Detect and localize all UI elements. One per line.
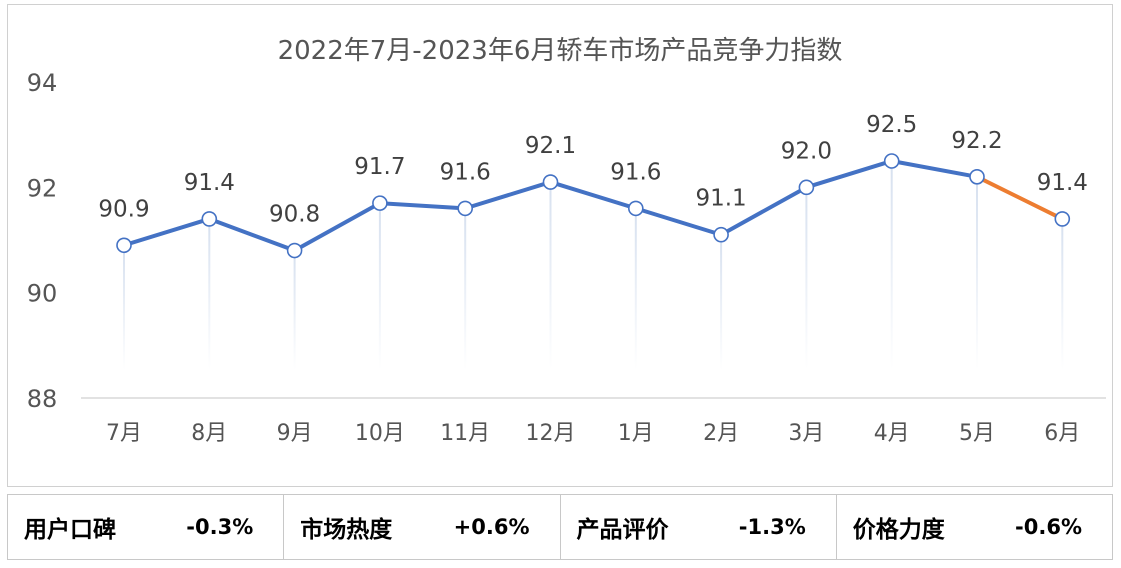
- metric-name: 产品评价: [576, 517, 669, 543]
- drop-line: [378, 203, 381, 370]
- drop-line: [123, 245, 125, 370]
- data-point: [627, 200, 644, 217]
- data-point: [116, 237, 132, 254]
- metric-name: 用户口碑: [24, 517, 116, 543]
- x-tick-label: 6月: [1044, 421, 1080, 446]
- data-label: 91.6: [610, 159, 661, 185]
- drop-line: [720, 234, 723, 370]
- chart-panel: 2022年7月-2023年6月轿车市场产品竞争力指数 88 90 92 94 90.9 91…: [7, 4, 1113, 487]
- x-tick-label: 4月: [874, 421, 910, 446]
- drop-line: [549, 182, 552, 370]
- data-label: 91.6: [440, 159, 491, 185]
- series-line-segment: [804, 159, 894, 190]
- data-point: [1054, 211, 1071, 227]
- data-point: [713, 226, 729, 243]
- drop-line: [976, 176, 978, 370]
- series-line-segment: [889, 159, 979, 179]
- data-label: 92.1: [525, 133, 576, 159]
- series-line-segment: [548, 180, 638, 211]
- data-point: [883, 153, 900, 169]
- metric-cell-product-rating: 产品评价 -1.3%: [561, 495, 837, 559]
- metric-cell-market-heat: 市场热度 +0.6%: [284, 495, 561, 559]
- series-line-segment: [633, 206, 724, 237]
- series-line-segment: [207, 216, 297, 253]
- drop-line: [1061, 218, 1064, 370]
- data-point: [798, 179, 815, 196]
- data-point: [969, 169, 985, 185]
- series-line-segment: [377, 201, 468, 211]
- data-point: [542, 174, 559, 190]
- x-tick-label: 8月: [191, 421, 227, 446]
- data-point: [201, 211, 218, 227]
- data-label: 91.7: [354, 154, 405, 180]
- x-tick-label: 5月: [959, 421, 995, 446]
- x-tick-label: 2月: [703, 421, 739, 446]
- y-tick-label: 88: [27, 385, 58, 413]
- data-label: 92.0: [781, 138, 832, 164]
- data-label: 91.4: [1037, 170, 1088, 196]
- data-point: [457, 200, 474, 217]
- series-line-segment: [719, 185, 809, 237]
- metric-name: 价格力度: [852, 517, 945, 543]
- metric-cell-user-reputation: 用户口碑 -0.3%: [8, 495, 285, 559]
- series-line-segment: [292, 201, 382, 253]
- x-tick-label: 7月: [106, 421, 142, 446]
- x-tick-label: 12月: [526, 421, 576, 446]
- series-line-segment: [122, 216, 212, 248]
- series-line-segment: [463, 180, 553, 211]
- data-label: 92.2: [951, 128, 1002, 154]
- y-tick-label: 94: [27, 69, 58, 97]
- x-tick-label: 11月: [440, 421, 490, 446]
- data-label: 90.9: [98, 196, 149, 222]
- x-tick-label: 10月: [355, 421, 405, 446]
- drop-line: [208, 218, 211, 370]
- x-tick-label: 3月: [788, 421, 824, 446]
- data-label: 92.5: [866, 112, 917, 138]
- metric-value: -1.3%: [738, 515, 806, 539]
- y-tick-label: 92: [27, 174, 58, 202]
- x-tick-label: 1月: [618, 421, 654, 446]
- chart-title: 2022年7月-2023年6月轿车市场产品竞争力指数: [278, 36, 843, 66]
- data-label: 91.1: [695, 186, 746, 212]
- drop-line: [805, 187, 808, 370]
- series-line-segment-highlight: [975, 174, 1065, 221]
- summary-bar: 用户口碑 -0.3% 市场热度 +0.6% 产品评价 -1.3% 价格力度 -0…: [7, 494, 1113, 560]
- metric-name: 市场热度: [300, 517, 393, 543]
- metric-cell-price-strength: 价格力度 -0.6%: [837, 495, 1112, 559]
- metric-value: -0.6%: [1015, 515, 1082, 539]
- data-point: [372, 195, 388, 211]
- drop-line: [464, 208, 467, 370]
- drop-line: [293, 250, 296, 370]
- data-label: 90.8: [269, 202, 320, 228]
- drop-line: [890, 161, 893, 370]
- data-label: 91.4: [184, 170, 235, 196]
- metric-value: -0.3%: [186, 515, 254, 539]
- drop-line: [634, 208, 637, 370]
- x-tick-label: 9月: [277, 421, 313, 446]
- y-tick-label: 90: [27, 280, 58, 308]
- data-point: [286, 242, 303, 259]
- line-chart: 2022年7月-2023年6月轿车市场产品竞争力指数 88 90 92 94 90.9 91…: [27, 36, 1106, 446]
- metric-value: +0.6%: [453, 515, 530, 539]
